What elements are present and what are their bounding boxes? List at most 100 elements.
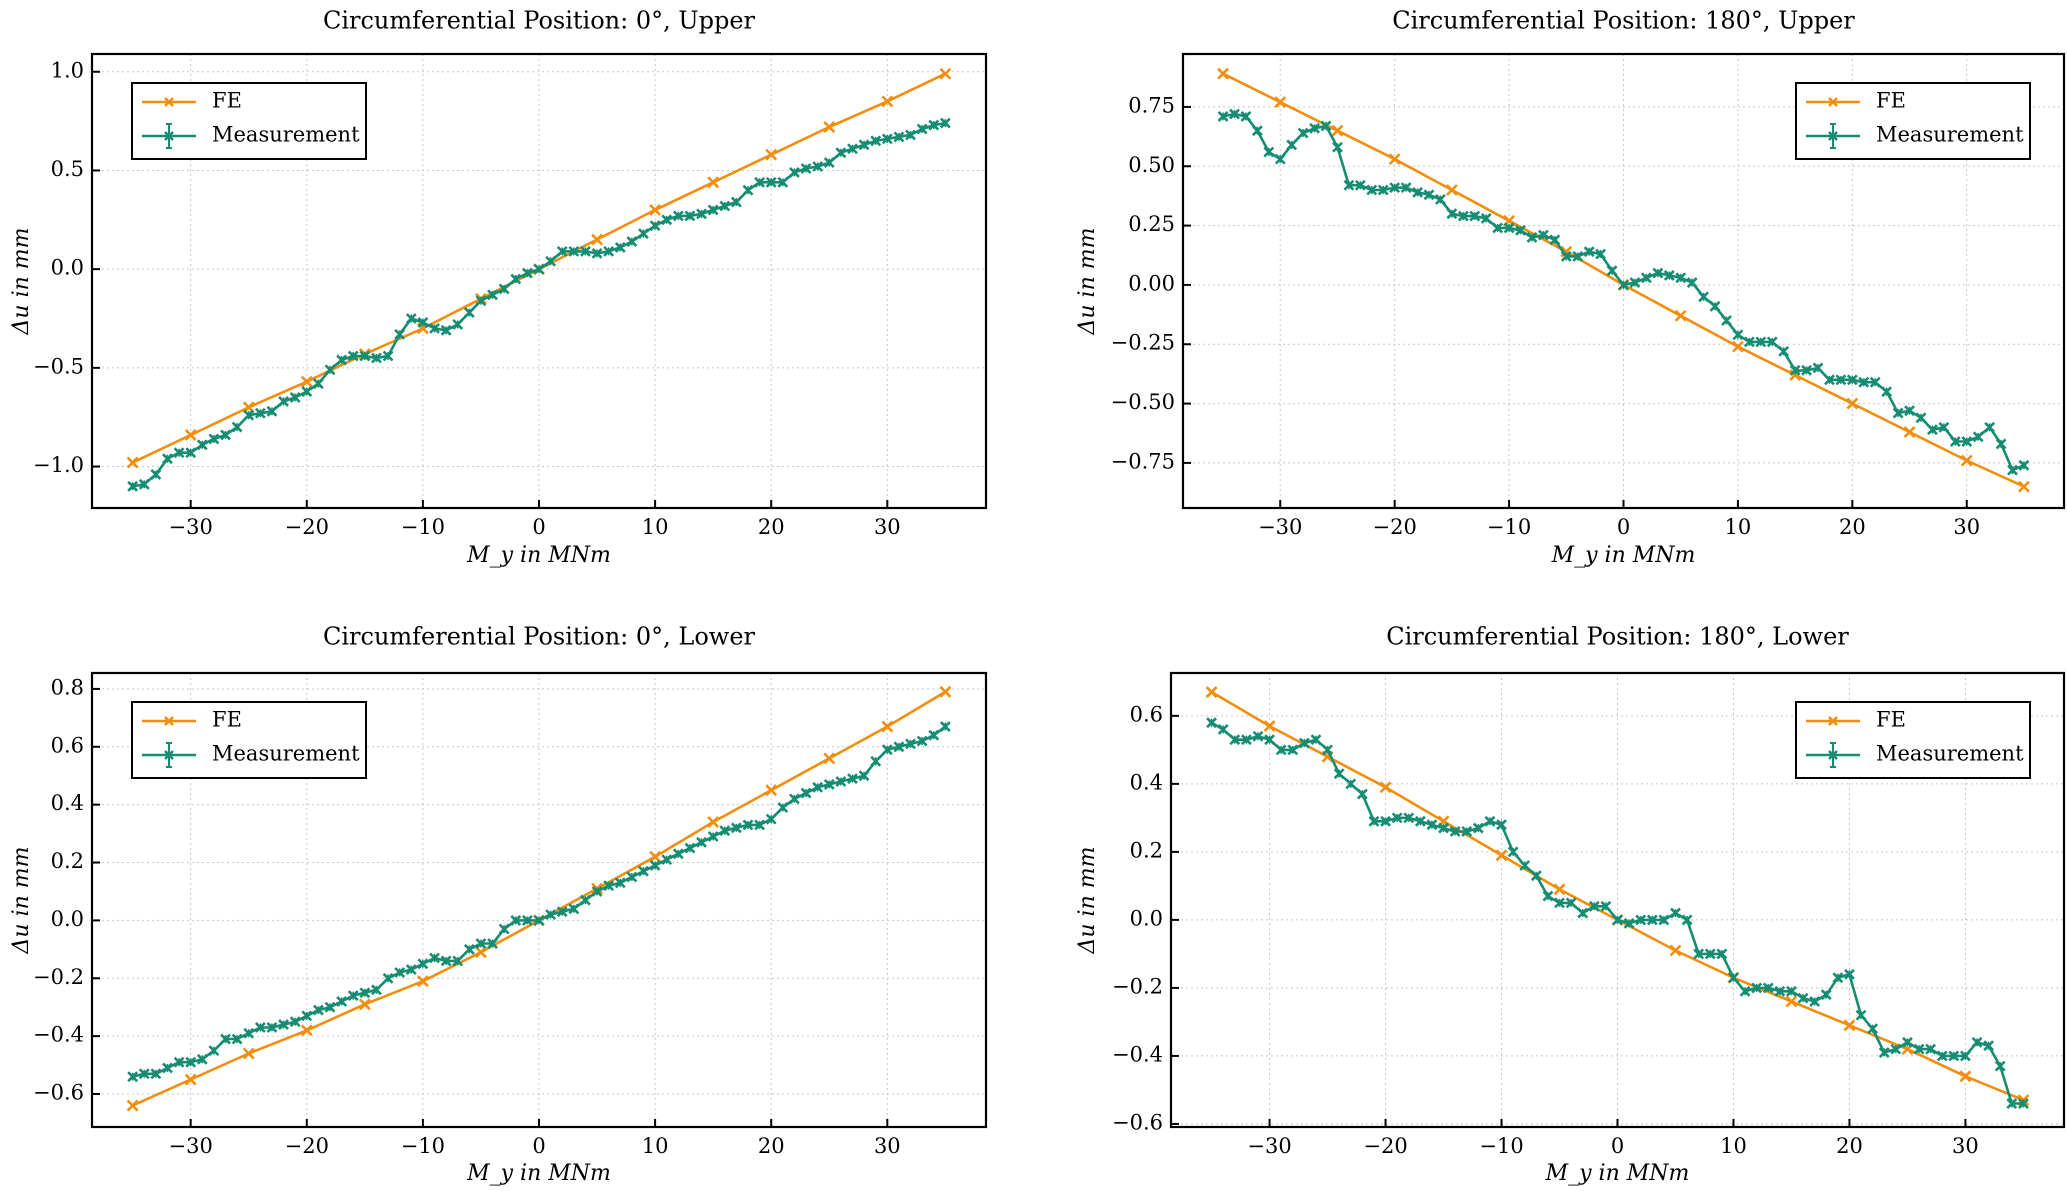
chart-title: Circumferential Position: 0°, Upper [323,7,756,35]
fe-point [1732,340,1744,353]
measurement-series [1206,717,2029,1109]
measurement-point [1904,405,1915,417]
measurement-point [1658,914,1670,926]
measurement-point [510,914,522,926]
y-tick-label: 0.0 [51,256,84,280]
measurement-point [870,755,882,767]
x-tick-label: 20 [758,515,785,539]
fe-point [1674,309,1687,322]
legend: FE Measurement [1795,701,2031,779]
y-tick-label: −0.6 [33,1081,84,1105]
measurement-point [835,776,847,787]
measurement-point [371,984,382,996]
fe-point [1960,454,1973,467]
measurement-point [672,210,684,222]
measurement-series [127,117,951,492]
measurement-point [742,184,754,196]
measurement-point [1786,985,1797,997]
measurement-point [196,1053,208,1065]
measurement-point [1902,1036,1913,1048]
measurement-point [1686,277,1698,288]
measurement-point [916,123,928,135]
measurement-point [1297,127,1309,139]
fe-point [1388,153,1401,166]
measurement-point [475,938,487,949]
measurement-point [939,117,951,129]
measurement-point [1503,222,1515,234]
measurement-point [1751,982,1763,994]
y-tick-label: −0.25 [1111,331,1175,355]
legend-marker-icon [164,131,174,141]
measurement-point [742,819,754,831]
measurement-point [405,964,417,976]
measurement-point [661,214,673,226]
measurement-point [1994,1060,2006,1072]
measurement-point [1565,897,1577,909]
measurement-point [1739,985,1751,997]
y-tick-label: 0.5 [51,157,84,181]
measurement-point [1960,1050,1971,1062]
legend-label: FE [212,708,242,732]
measurement-point [394,328,406,340]
measurement-point [162,453,173,465]
fe-point [1843,1019,1856,1032]
measurement-point [1310,734,1322,746]
measurement-point [626,236,638,247]
measurement-point [1251,125,1263,137]
measurement-point [870,135,882,147]
measurement-point [254,1022,266,1033]
fe-point [1331,124,1344,137]
measurement-point [847,143,858,155]
measurement-point [336,354,348,366]
measurement-point [1264,734,1275,746]
measurement-point [162,1062,173,1074]
fe-point [765,784,778,797]
measurement-point [1480,213,1492,224]
fe-point [300,375,313,388]
measurement-point [1801,364,1812,376]
measurement-point [533,914,545,926]
measurement-point [243,1027,255,1039]
y-tick-label: 0.2 [1130,838,1163,862]
measurement-point [754,176,766,188]
measurement-point [823,157,835,168]
x-tick-label: −10 [1487,515,1531,539]
x-tick-label: 10 [642,515,669,539]
measurement-point [1869,376,1881,388]
measurement-point [1995,438,2007,450]
measurement-point [1320,120,1332,132]
measurement-point [1984,421,1996,433]
measurement-point [1663,270,1675,281]
x-axis-label: M_y in MNm [466,1161,611,1186]
measurement-point [336,995,348,1007]
measurement-point [2018,459,2030,471]
fe-point [881,95,894,108]
measurement-point [614,242,626,253]
fe-point [184,1073,197,1086]
measurement-point [196,439,208,451]
measurement-point [556,906,568,918]
measurement-point [1704,948,1716,960]
measurement-point [939,721,951,732]
legend-label: Measurement [1876,742,2024,766]
measurement-point [1652,267,1664,279]
measurement-point [487,938,498,949]
measurement-point [1709,300,1721,312]
fe-point [707,816,720,828]
measurement-point [1927,424,1938,436]
measurement-point [1286,139,1298,151]
legend-label: FE [212,89,242,113]
measurement-point [405,313,417,324]
y-tick-label: −0.6 [1112,1110,1163,1134]
measurement-point [324,1001,336,1013]
fe-point [1560,245,1573,258]
measurement-point [173,1056,185,1068]
measurement-point [231,1033,243,1045]
legend-marker-icon [1828,97,1838,107]
fe-point [1274,96,1287,109]
fe-point [1785,995,1798,1008]
measurement-point [1878,1047,1890,1058]
fe-point [1789,369,1802,382]
y-tick-label: 0.8 [51,675,84,699]
measurement-point [382,972,394,984]
